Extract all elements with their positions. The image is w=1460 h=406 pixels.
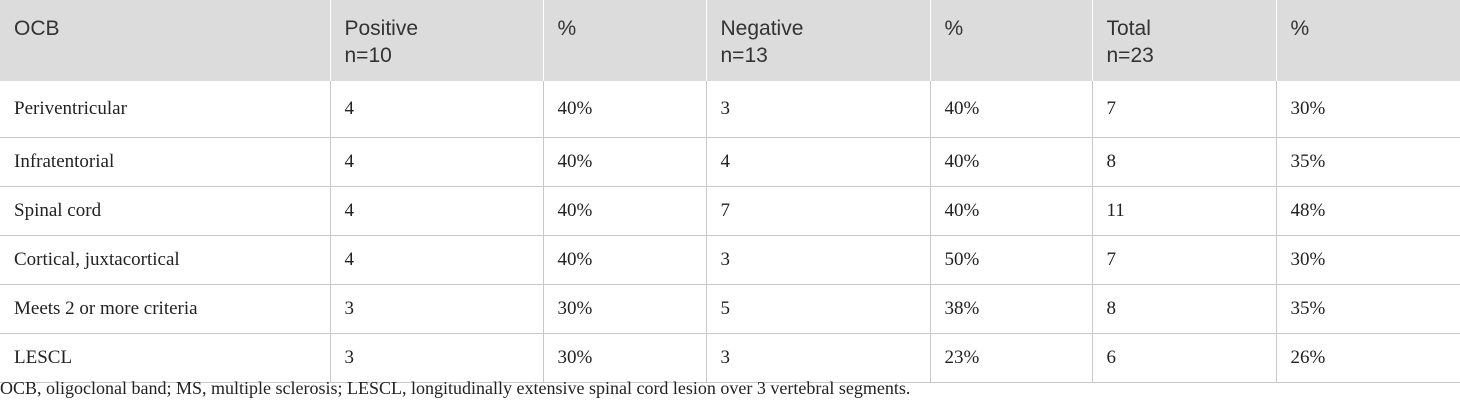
positive-percent: 40% [542, 137, 706, 187]
total-count: 8 [1091, 284, 1276, 334]
header-negative-n: n=13 [720, 44, 768, 67]
table-row: LESCL 3 30% 3 23% 6 26% [0, 333, 1460, 383]
header-total-label: Total [1106, 17, 1151, 40]
header-row: OCB Positive n=10 % Negative n=13 % Tota… [0, 0, 1460, 81]
row-label: Periventricular [0, 81, 330, 138]
header-total-pct: % [1275, 0, 1460, 81]
total-count: 7 [1091, 81, 1276, 138]
negative-percent: 50% [929, 235, 1092, 285]
positive-percent: 30% [542, 284, 706, 334]
header-positive-pct-label: % [557, 17, 577, 40]
table-header: OCB Positive n=10 % Negative n=13 % Tota… [0, 0, 1460, 81]
results-table: OCB Positive n=10 % Negative n=13 % Tota… [0, 0, 1460, 383]
total-count: 8 [1091, 137, 1276, 187]
positive-count: 4 [329, 186, 543, 236]
negative-count: 4 [705, 137, 930, 187]
total-percent: 30% [1275, 81, 1460, 138]
positive-count: 4 [329, 235, 543, 285]
total-count: 6 [1091, 333, 1276, 383]
table-row: Periventricular 4 40% 3 40% 7 30% [0, 81, 1460, 138]
negative-percent: 38% [929, 284, 1092, 334]
header-negative-label: Negative [720, 17, 804, 40]
positive-count: 4 [329, 81, 543, 138]
table-footnote: OCB, oligoclonal band; MS, multiple scle… [0, 378, 911, 398]
row-label: Spinal cord [0, 186, 330, 236]
positive-percent: 30% [542, 333, 706, 383]
total-percent: 26% [1275, 333, 1460, 383]
table-row: Infratentorial 4 40% 4 40% 8 35% [0, 137, 1460, 187]
header-ocb: OCB [0, 0, 330, 81]
table-row: Spinal cord 4 40% 7 40% 11 48% [0, 186, 1460, 236]
header-positive-label: Positive [344, 17, 419, 40]
negative-count: 3 [705, 333, 930, 383]
table-row: Cortical, juxtacortical 4 40% 3 50% 7 30… [0, 235, 1460, 285]
negative-count: 3 [705, 235, 930, 285]
header-negative-pct: % [929, 0, 1092, 81]
negative-percent: 40% [929, 137, 1092, 187]
total-percent: 48% [1275, 186, 1460, 236]
row-label: Meets 2 or more criteria [0, 284, 330, 334]
header-positive: Positive n=10 [329, 0, 543, 81]
header-total-n: n=23 [1106, 44, 1154, 67]
total-percent: 35% [1275, 284, 1460, 334]
negative-percent: 40% [929, 81, 1092, 138]
header-positive-pct: % [542, 0, 706, 81]
table-body: Periventricular 4 40% 3 40% 7 30% Infrat… [0, 81, 1460, 383]
total-percent: 35% [1275, 137, 1460, 187]
positive-count: 4 [329, 137, 543, 187]
positive-count: 3 [329, 333, 543, 383]
header-total-pct-label: % [1290, 17, 1310, 40]
total-count: 11 [1091, 186, 1276, 236]
positive-percent: 40% [542, 81, 706, 138]
negative-percent: 23% [929, 333, 1092, 383]
row-label: Infratentorial [0, 137, 330, 187]
header-total: Total n=23 [1091, 0, 1276, 81]
table-row: Meets 2 or more criteria 3 30% 5 38% 8 3… [0, 284, 1460, 334]
total-percent: 30% [1275, 235, 1460, 285]
positive-count: 3 [329, 284, 543, 334]
negative-percent: 40% [929, 186, 1092, 236]
negative-count: 3 [705, 81, 930, 138]
positive-percent: 40% [542, 186, 706, 236]
header-positive-n: n=10 [344, 44, 392, 67]
negative-count: 5 [705, 284, 930, 334]
negative-count: 7 [705, 186, 930, 236]
header-negative-pct-label: % [944, 17, 964, 40]
header-negative: Negative n=13 [705, 0, 930, 81]
row-label: Cortical, juxtacortical [0, 235, 330, 285]
row-label: LESCL [0, 333, 330, 383]
header-ocb-label: OCB [14, 17, 60, 40]
positive-percent: 40% [542, 235, 706, 285]
total-count: 7 [1091, 235, 1276, 285]
results-table-container: OCB Positive n=10 % Negative n=13 % Tota… [0, 0, 1460, 383]
